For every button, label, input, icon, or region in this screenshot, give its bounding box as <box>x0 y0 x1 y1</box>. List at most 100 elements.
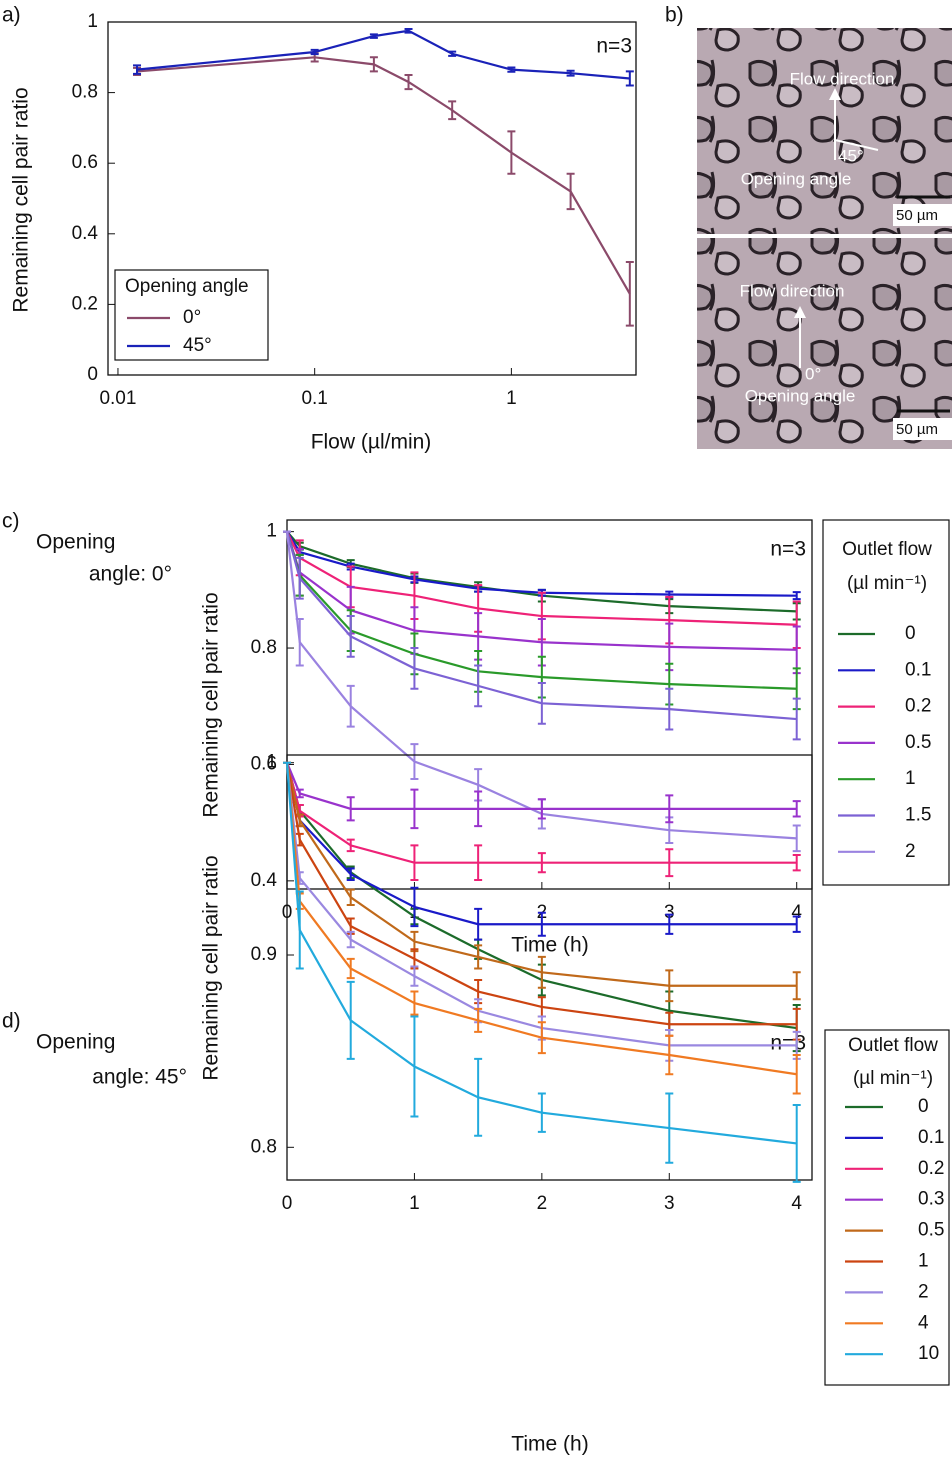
side-label: angle: 0° <box>89 563 172 586</box>
annotation: n=3 <box>770 538 806 561</box>
error-bar <box>474 907 483 941</box>
error-bar <box>792 1104 801 1183</box>
micrograph <box>697 238 952 449</box>
error-bar <box>792 1054 801 1095</box>
error-bar <box>537 1021 546 1055</box>
error-bar <box>410 844 419 881</box>
series-line <box>286 531 797 626</box>
legend-box <box>824 1029 950 1386</box>
error-bar <box>665 848 674 878</box>
legend-subtitle: (µl min⁻¹) <box>853 1068 933 1089</box>
error-bar <box>346 980 355 1060</box>
error-bar <box>369 56 378 73</box>
error-bar <box>537 911 546 937</box>
micrograph-bottom: Flow direction 0° Opening angle 50 µm <box>697 238 952 449</box>
series-line <box>285 762 797 1145</box>
legend-title: Outlet flow <box>848 1035 938 1056</box>
error-bar <box>665 913 674 935</box>
error-bar <box>295 556 304 600</box>
y-tick-label: 0.8 <box>251 1136 277 1157</box>
series-line <box>285 531 797 721</box>
legend-label: 4 <box>918 1312 929 1333</box>
side-label: angle: 45° <box>92 1066 187 1089</box>
angle-line <box>834 139 879 151</box>
x-tick-label: 4 <box>791 1193 802 1214</box>
error-bar <box>410 990 419 1016</box>
series-line <box>285 762 797 987</box>
error-bar <box>537 955 546 989</box>
legend-label: 0.3 <box>918 1189 944 1210</box>
error-bar <box>474 664 483 708</box>
legend-label: 0.2 <box>905 696 931 717</box>
error-bar <box>537 1092 546 1133</box>
chart: 0 1 2 3 4 0.4 0.6 0.8 1 c) Opening angle: 0° n=3 Time… <box>2 510 950 957</box>
error-bar <box>792 915 801 933</box>
opening-angle-label: Opening angle <box>745 386 856 405</box>
error-bar <box>133 64 142 75</box>
series-line <box>285 762 797 1047</box>
legend-label: 0.2 <box>918 1158 944 1179</box>
plot-frame <box>286 754 813 1181</box>
series-line <box>286 530 797 613</box>
x-tick-label: 3 <box>664 902 675 923</box>
error-bar <box>474 790 483 828</box>
error-bar <box>410 965 419 987</box>
error-bar <box>474 1007 483 1033</box>
side-label: Opening <box>36 1031 115 1054</box>
arrow-head <box>794 306 806 318</box>
error-bar <box>566 69 575 77</box>
x-tick-label: 0.01 <box>99 388 136 409</box>
x-tick-label: 3 <box>664 1193 675 1214</box>
error-bar <box>537 681 546 725</box>
y-tick-label: 1 <box>266 521 277 542</box>
legend-label: 1.5 <box>905 805 931 826</box>
error-bar <box>404 73 413 91</box>
flow-label: Flow direction <box>740 281 845 300</box>
series-line <box>285 531 797 651</box>
error-bar <box>310 48 319 56</box>
angle-label: 45° <box>838 146 864 165</box>
panel-label: b) <box>665 4 684 27</box>
error-bar <box>625 70 634 87</box>
error-bar <box>792 971 801 1001</box>
legend-label: 0.1 <box>905 659 931 680</box>
error-bar <box>507 130 516 175</box>
error-bar <box>474 1057 483 1137</box>
legend-label: 0 <box>918 1096 929 1117</box>
y-tick-label: 0.4 <box>251 870 278 891</box>
scale-box <box>893 418 952 440</box>
plot-frame <box>286 519 813 890</box>
error-bar <box>295 788 304 799</box>
x-axis-label: Time (h) <box>511 934 588 957</box>
error-bar <box>625 261 634 327</box>
panel-label: a) <box>2 4 21 27</box>
series-line <box>286 531 797 597</box>
error-bar <box>346 930 355 949</box>
annotation: n=3 <box>596 35 632 58</box>
micrograph-top: Flow direction 45° Opening angle 50 µm <box>697 28 952 234</box>
error-bar <box>792 697 801 741</box>
error-bar <box>537 798 546 820</box>
error-bar <box>346 867 355 881</box>
y-tick-label: 0.6 <box>72 152 98 173</box>
legend-label: 1 <box>905 768 916 789</box>
x-axis-label: Flow (µl/min) <box>311 431 432 454</box>
error-bar <box>369 33 378 39</box>
series-line <box>285 762 797 1076</box>
series-line <box>285 762 797 810</box>
error-bar <box>410 743 419 780</box>
error-bar <box>474 844 483 881</box>
error-bar <box>346 684 355 728</box>
legend-title: Outlet flow <box>842 539 932 560</box>
y-tick-label: 0.8 <box>72 82 98 103</box>
y-tick-label: 0.8 <box>251 637 277 658</box>
series-line <box>285 762 797 926</box>
legend-label: 1 <box>918 1251 929 1272</box>
error-bar <box>566 172 575 211</box>
error-bar <box>665 1092 674 1164</box>
series-line <box>285 762 797 1026</box>
side-label: Opening <box>36 531 115 554</box>
plot-frame <box>107 21 637 376</box>
y-tick-label: 0.4 <box>72 223 99 244</box>
